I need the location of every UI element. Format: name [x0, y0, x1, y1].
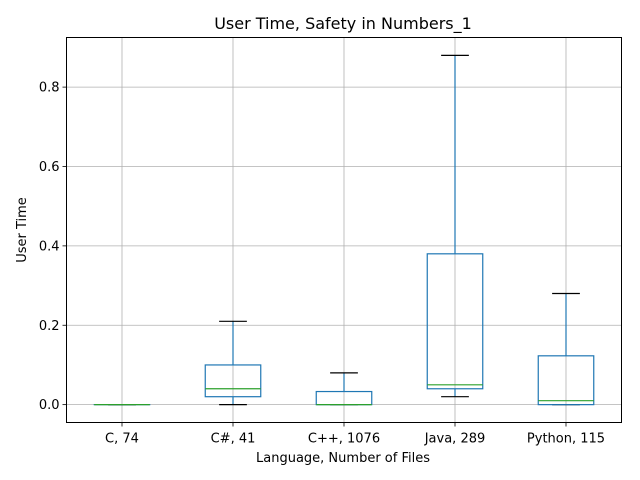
- x-tick-label: Java, 289: [424, 432, 486, 447]
- box-group: [426, 54, 484, 398]
- box-group: [537, 292, 595, 406]
- x-tick-label: C#, 41: [211, 432, 256, 447]
- ticks: 0.0 0.2 0.4 0.6 0.8 C, 74 C#, 41 C++, 1076 Java,…: [39, 81, 605, 447]
- x-tick-label: C, 74: [105, 432, 139, 447]
- boxes: [93, 54, 595, 406]
- box-iqr: [537, 355, 595, 406]
- y-tick-label: 0.2: [39, 319, 60, 334]
- box-iqr: [426, 253, 484, 390]
- y-axis-label: User Time: [15, 197, 30, 263]
- box-group: [204, 320, 262, 406]
- chart-title: User Time, Safety in Numbers_1: [214, 14, 472, 34]
- y-tick-label: 0.8: [39, 81, 60, 96]
- box-group: [315, 372, 373, 406]
- x-tick-label: C++, 1076: [308, 432, 380, 447]
- y-tick-label: 0.6: [39, 160, 60, 175]
- y-tick-label: 0.4: [39, 239, 60, 254]
- box-iqr: [204, 364, 262, 398]
- x-axis-label: Language, Number of Files: [256, 451, 430, 466]
- y-tick-label: 0.0: [39, 398, 60, 413]
- x-tick-label: Python, 115: [527, 432, 605, 447]
